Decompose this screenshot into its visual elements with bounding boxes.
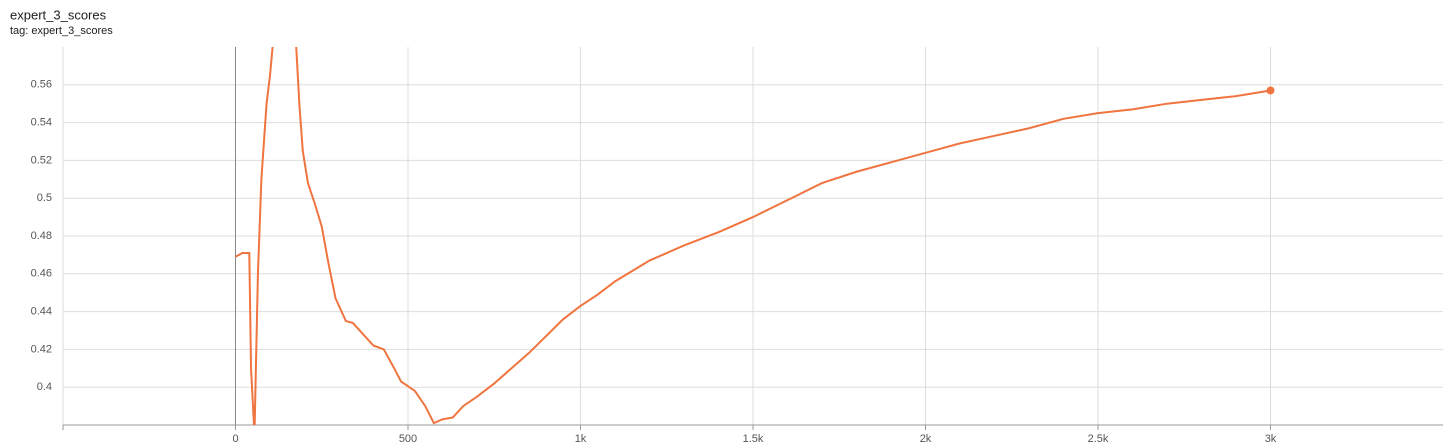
line xyxy=(235,47,1271,425)
y-tick-label: 0.5 xyxy=(37,192,52,204)
x-tick-label: 0 xyxy=(232,433,238,445)
y-tick-label: 0.44 xyxy=(31,306,52,318)
plot-area xyxy=(235,47,1275,425)
x-tick-label: 1k xyxy=(575,433,587,445)
y-tick-label: 0.56 xyxy=(31,79,52,91)
x-tick-label: 2k xyxy=(920,433,932,445)
x-tick-label: 500 xyxy=(399,433,417,445)
x-tick-label: 3k xyxy=(1265,433,1277,445)
y-tick-label: 0.4 xyxy=(37,381,52,393)
y-tick-label: 0.42 xyxy=(31,343,52,355)
x-tick-label: 2.5k xyxy=(1088,433,1109,445)
chart-subtitle: tag: expert_3_scores xyxy=(10,25,113,37)
x-tick-label: 1.5k xyxy=(743,433,764,445)
y-tick-label: 0.52 xyxy=(31,154,52,166)
y-tick-label: 0.46 xyxy=(31,268,52,280)
end-point xyxy=(1266,86,1275,95)
y-tick-label: 0.54 xyxy=(31,117,52,129)
chart-title: expert_3_scores xyxy=(10,7,107,22)
y-tick-label: 0.48 xyxy=(31,230,52,242)
